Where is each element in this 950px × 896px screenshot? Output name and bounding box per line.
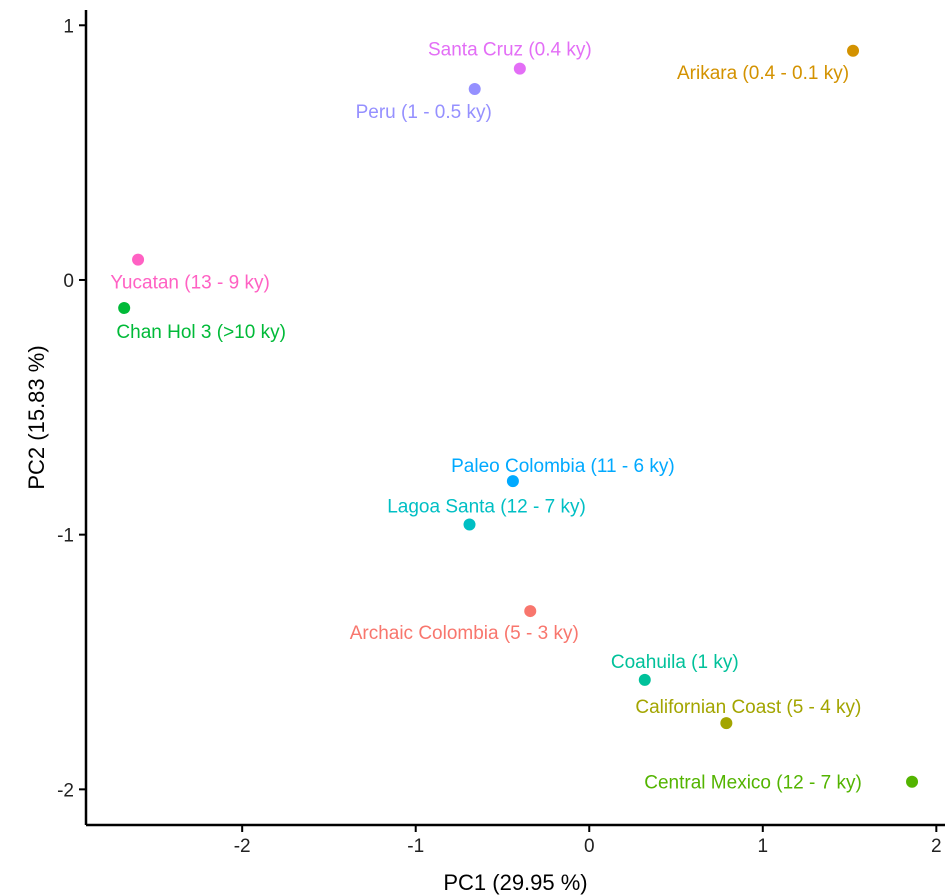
x-tick-label: -1 xyxy=(407,836,424,857)
point-label: Arikara (0.4 - 0.1 ky) xyxy=(677,63,849,84)
axes: -2 -1 0 1 2 -2 -1 0 1 xyxy=(57,10,945,857)
x-tick-label: 1 xyxy=(757,836,768,857)
data-point xyxy=(468,82,481,95)
y-tick-label: -1 xyxy=(57,526,74,547)
data-point xyxy=(118,301,131,314)
data-point xyxy=(463,518,476,531)
y-tick-label: 0 xyxy=(63,271,74,292)
point-labels: Santa Cruz (0.4 ky) Arikara (0.4 - 0.1 ky… xyxy=(110,40,861,794)
x-axis-title: PC1 (29.95 %) xyxy=(443,870,587,895)
data-point xyxy=(513,62,526,75)
data-point xyxy=(132,253,145,266)
y-axis-title: PC2 (15.83 %) xyxy=(24,345,49,489)
point-label: Archaic Colombia (5 - 3 ky) xyxy=(350,623,579,644)
data-point xyxy=(847,44,860,57)
data-point xyxy=(524,605,537,618)
point-label: Yucatan (13 - 9 ky) xyxy=(110,273,269,294)
x-tick-label: 0 xyxy=(584,836,595,857)
point-label: Coahuila (1 ky) xyxy=(611,652,739,673)
data-point xyxy=(720,717,733,730)
point-label: Chan Hol 3 (>10 ky) xyxy=(116,322,286,343)
point-label: Peru (1 - 0.5 ky) xyxy=(356,102,492,123)
data-point xyxy=(906,775,919,788)
data-point xyxy=(506,475,519,488)
point-label: Californian Coast (5 - 4 ky) xyxy=(635,697,861,718)
point-label: Central Mexico (12 - 7 ky) xyxy=(644,773,862,794)
y-tick-label: 1 xyxy=(63,16,74,37)
y-tick-label: -2 xyxy=(57,780,74,801)
data-points xyxy=(118,44,919,788)
data-point xyxy=(638,673,651,686)
point-label: Paleo Colombia (11 - 6 ky) xyxy=(451,456,675,477)
x-tick-label: -2 xyxy=(234,836,251,857)
x-tick-label: 2 xyxy=(931,836,942,857)
point-label: Lagoa Santa (12 - 7 ky) xyxy=(387,496,586,517)
point-label: Santa Cruz (0.4 ky) xyxy=(428,40,592,61)
